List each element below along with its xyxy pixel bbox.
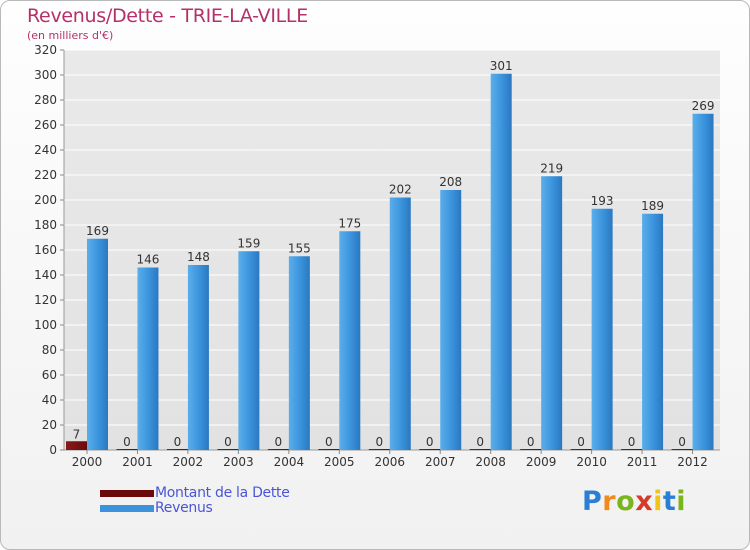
data-label-revenus: 148 — [187, 250, 210, 264]
y-tick-label: 280 — [34, 93, 57, 107]
x-tick-label: 2002 — [173, 455, 204, 469]
y-tick-label: 300 — [34, 68, 57, 82]
bar-revenus — [591, 208, 613, 450]
data-label-revenus: 208 — [439, 175, 462, 189]
data-label-revenus: 269 — [692, 99, 715, 113]
bar-dette — [570, 449, 592, 450]
data-label-revenus: 146 — [137, 253, 160, 267]
legend-swatch-revenus — [100, 505, 154, 512]
y-tick-label: 240 — [34, 143, 57, 157]
data-label-dette: 0 — [577, 435, 585, 449]
y-tick-label: 60 — [42, 368, 57, 382]
y-tick-label: 160 — [34, 243, 57, 257]
legend-label-revenus: Revenus — [155, 500, 213, 516]
bar-dette — [621, 449, 643, 450]
bar-dette — [217, 449, 239, 450]
data-label-revenus: 193 — [591, 194, 614, 208]
data-label-revenus: 202 — [389, 183, 412, 197]
bar-revenus — [238, 251, 260, 450]
bar-dette — [166, 449, 188, 450]
legend-label-dette: Montant de la Dette — [155, 485, 290, 501]
logo-letter: o — [616, 486, 636, 517]
x-tick-label: 2001 — [122, 455, 153, 469]
x-tick-label: 2012 — [677, 455, 708, 469]
data-label-dette: 0 — [527, 435, 535, 449]
x-tick-label: 2003 — [223, 455, 254, 469]
data-label-dette: 0 — [123, 435, 131, 449]
data-label-dette: 0 — [375, 435, 383, 449]
y-tick-label: 320 — [34, 43, 57, 57]
chart-title: Revenus/Dette - TRIE-LA-VILLE — [27, 5, 308, 27]
x-tick-label: 2005 — [324, 455, 355, 469]
bar-revenus — [389, 197, 411, 450]
data-label-revenus: 301 — [490, 59, 513, 73]
x-tick-label: 2008 — [475, 455, 506, 469]
data-label-dette: 0 — [678, 435, 686, 449]
x-tick-label: 2010 — [576, 455, 607, 469]
bar-dette — [318, 449, 340, 450]
data-label-revenus: 219 — [540, 161, 563, 175]
bar-revenus — [541, 176, 563, 450]
data-label-revenus: 189 — [641, 199, 664, 213]
data-label-dette: 0 — [476, 435, 484, 449]
x-tick-label: 2011 — [627, 455, 658, 469]
bar-revenus — [642, 213, 664, 450]
x-tick-label: 2007 — [425, 455, 456, 469]
y-tick-label: 80 — [42, 343, 57, 357]
data-label-revenus: 155 — [288, 241, 311, 255]
bar-dette — [368, 449, 390, 450]
bar-dette — [671, 449, 693, 450]
x-tick-label: 2000 — [72, 455, 103, 469]
y-tick-label: 260 — [34, 118, 57, 132]
data-label-dette: 0 — [426, 435, 434, 449]
bar-dette — [116, 449, 138, 450]
legend-swatch-dette — [100, 490, 154, 497]
logo-letter: r — [602, 486, 617, 517]
data-label-dette: 0 — [325, 435, 333, 449]
logo-letter: x — [635, 486, 654, 517]
bar-revenus — [87, 238, 108, 450]
y-tick-label: 220 — [34, 168, 57, 182]
data-label-dette: 7 — [73, 427, 81, 441]
bar-revenus — [490, 73, 512, 450]
data-label-dette: 0 — [224, 435, 232, 449]
y-tick-label: 100 — [34, 318, 57, 332]
bar-revenus — [339, 231, 361, 450]
y-tick-label: 180 — [34, 218, 57, 232]
x-tick-label: 2009 — [526, 455, 557, 469]
data-label-dette: 0 — [174, 435, 182, 449]
data-label-dette: 0 — [275, 435, 283, 449]
y-tick-label: 200 — [34, 193, 57, 207]
logo-letter: i — [653, 486, 663, 517]
bar-dette — [66, 441, 87, 450]
proxiti-logo: Proxiti — [582, 486, 686, 517]
bar-dette — [267, 449, 289, 450]
logo-letter: t — [662, 486, 677, 517]
data-label-dette: 0 — [628, 435, 636, 449]
y-tick-label: 20 — [42, 418, 57, 432]
bar-revenus — [137, 267, 159, 450]
bar-revenus — [692, 113, 714, 450]
chart-subtitle: (en milliers d'€) — [27, 29, 114, 42]
bar-revenus — [187, 265, 209, 450]
data-label-revenus: 175 — [338, 216, 361, 230]
x-tick-label: 2004 — [274, 455, 305, 469]
bar-revenus — [440, 190, 462, 450]
x-tick-label: 2006 — [374, 455, 405, 469]
bar-dette — [419, 449, 441, 450]
logo-letter: P — [582, 486, 603, 517]
logo-letter: i — [676, 486, 687, 517]
y-tick-label: 120 — [34, 293, 57, 307]
y-tick-label: 0 — [49, 443, 57, 457]
y-tick-label: 140 — [34, 268, 57, 282]
data-label-revenus: 159 — [237, 236, 260, 250]
bar-revenus — [288, 256, 310, 450]
bar-dette — [520, 449, 542, 450]
y-tick-label: 40 — [42, 393, 57, 407]
data-label-revenus: 169 — [86, 224, 109, 238]
bar-dette — [469, 449, 491, 450]
